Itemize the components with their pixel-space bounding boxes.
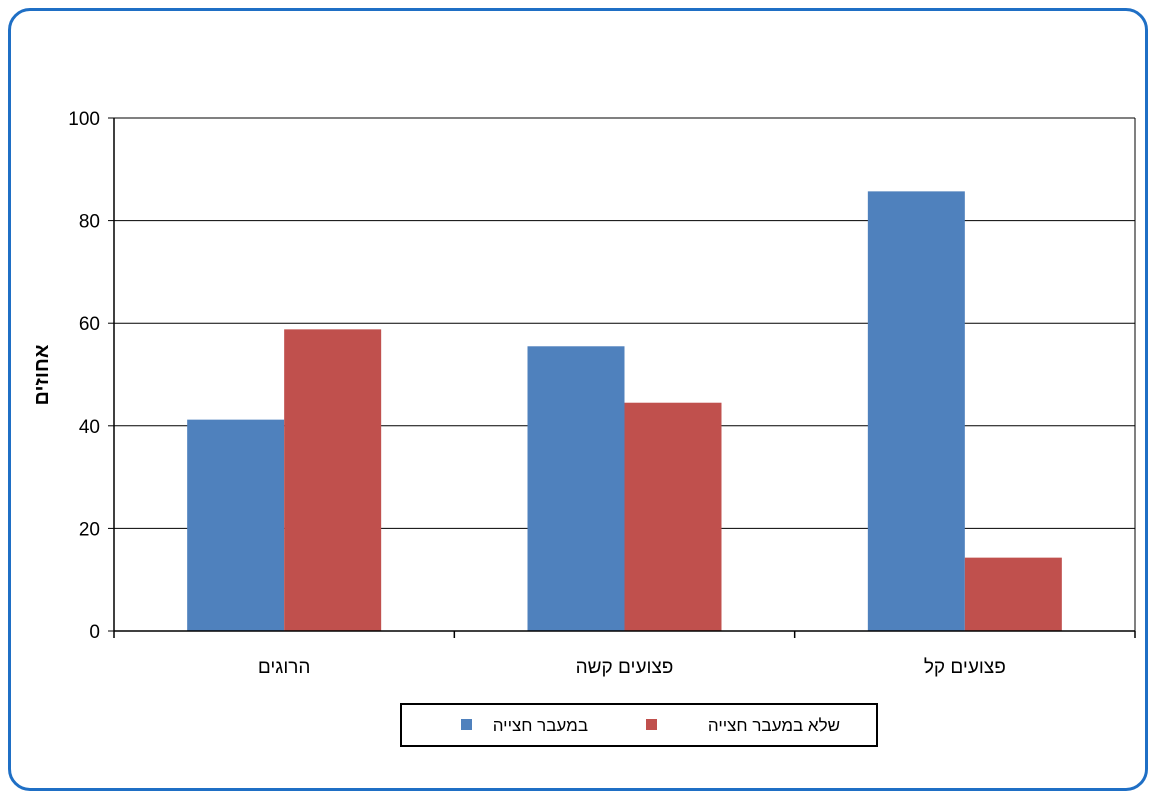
legend-swatch <box>646 719 657 730</box>
bar-crossing <box>867 191 965 631</box>
y-tick-label: 60 <box>79 314 100 335</box>
bar-non-crossing <box>284 329 382 631</box>
legend-box <box>400 703 878 747</box>
legend-label: שלא במעבר חצייה <box>708 716 840 735</box>
bar-non-crossing <box>624 402 722 631</box>
bar-crossing <box>527 346 625 631</box>
y-axis-title: אחוזים <box>31 344 53 405</box>
y-tick-label: 20 <box>79 519 100 540</box>
category-label: הרוגים <box>258 657 311 678</box>
y-tick-label: 100 <box>68 109 100 130</box>
bar-non-crossing <box>964 557 1062 631</box>
y-tick-labels: 0 20 40 60 80 100 <box>68 109 100 643</box>
category-label: פצועים קשה <box>576 657 674 678</box>
category-labels: הרוגים פצועים קשה פצועים קל <box>258 657 1006 678</box>
y-tick-label: 40 <box>79 417 100 438</box>
category-label: פצועים קל <box>924 657 1006 678</box>
legend-label: במעבר חצייה <box>493 716 588 735</box>
legend: במעבר חצייה שלא במעבר חצייה <box>400 703 878 747</box>
axes <box>108 117 1136 638</box>
legend-swatch <box>461 719 472 730</box>
y-tick-label: 80 <box>79 212 100 233</box>
bar-crossing <box>187 419 285 631</box>
y-tick-label: 0 <box>89 622 100 643</box>
bars <box>187 191 1062 631</box>
